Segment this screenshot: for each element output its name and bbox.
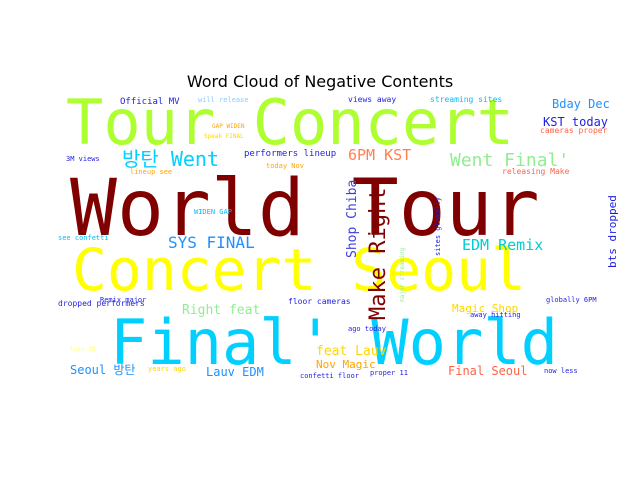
cloud-word-final-world: Final' World bbox=[110, 306, 558, 379]
cloud-word-lineup-see: lineup see bbox=[130, 168, 172, 176]
cloud-word-ago-today: ago today bbox=[348, 325, 386, 333]
cloud-word-nov-magic: Nov Magic bbox=[316, 358, 376, 371]
cloud-word-views-away: views away bbox=[348, 95, 396, 104]
cloud-word-gap-widen: GAP WIDEN bbox=[212, 123, 245, 130]
cloud-word-went: 방탄 Went bbox=[122, 147, 219, 171]
cloud-word-less-3m: less 3M bbox=[70, 346, 96, 353]
cloud-word-remix-major: Remix major bbox=[100, 296, 146, 304]
cloud-word-lauv-edm: Lauv EDM bbox=[206, 365, 264, 379]
cloud-word-feat-lauv: feat Lauv bbox=[316, 344, 387, 359]
cloud-word-make-right: Make Right bbox=[366, 188, 391, 320]
cloud-word-concert-seoul: Concert Seoul bbox=[72, 236, 526, 304]
cloud-word-major-streaming: major streaming bbox=[399, 247, 406, 302]
cloud-word-away-hitting: away hitting bbox=[470, 311, 521, 319]
cloud-word-world-tour: World Tour bbox=[70, 164, 540, 254]
cloud-word-years-ago: years ago bbox=[148, 365, 186, 373]
cloud-word-confetti-floor: confetti floor bbox=[300, 372, 359, 380]
cloud-word-official-mv: Official MV bbox=[120, 97, 180, 107]
cloud-word-6pm-kst: 6PM KST bbox=[348, 146, 411, 164]
cloud-word-widen-gap: WIDEN GAP bbox=[194, 208, 232, 216]
cloud-word-sys-final: SYS FINAL bbox=[168, 233, 255, 252]
cloud-word-performers-lineup: performers lineup bbox=[244, 149, 336, 159]
cloud-word-magic-shop: Magic Shop bbox=[452, 302, 518, 315]
cloud-word-sites-globally: sites globally bbox=[434, 197, 442, 256]
cloud-word-shop-chiba: Shop Chiba bbox=[345, 180, 360, 258]
cloud-word-dropped-performers: dropped performers bbox=[58, 299, 145, 308]
cloud-word-right-feat: Right feat bbox=[182, 303, 260, 318]
cloud-word-proper-11: proper 11 bbox=[370, 369, 408, 377]
cloud-word-floor-cameras: floor cameras bbox=[288, 297, 351, 306]
cloud-word-now-less: now less bbox=[544, 367, 578, 375]
cloud-word-final-seoul: Final Seoul bbox=[448, 364, 527, 378]
cloud-word-streaming-sites: streaming sites bbox=[430, 95, 502, 104]
cloud-word-today-nov: today Nov bbox=[266, 162, 304, 170]
cloud-word-cameras-proper: cameras proper bbox=[540, 126, 608, 135]
cloud-word-releasing-make: releasing Make bbox=[502, 167, 570, 176]
cloud-word-edm-remix: EDM Remix bbox=[462, 236, 543, 254]
cloud-word-bday-dec: Bday Dec bbox=[552, 97, 610, 111]
cloud-word-seoul: Seoul 방탄 bbox=[70, 363, 135, 377]
cloud-word-kst-today: KST today bbox=[543, 115, 608, 129]
cloud-word-will-release: will release bbox=[198, 96, 249, 104]
cloud-word-3m-views: 3M views bbox=[66, 155, 100, 163]
cloud-word-globally-6pm: globally 6PM bbox=[546, 296, 597, 304]
cloud-word-see-confetti: see confetti bbox=[58, 234, 109, 242]
cloud-word-went-final: Went Final' bbox=[450, 150, 569, 171]
cloud-word-speak-final: Speak FINAL bbox=[204, 133, 244, 140]
cloud-word-tour-concert: Tour Concert bbox=[66, 86, 514, 159]
chart-title: Word Cloud of Negative Contents bbox=[186, 72, 454, 91]
cloud-word-bts-dropped: bts dropped bbox=[606, 195, 619, 268]
